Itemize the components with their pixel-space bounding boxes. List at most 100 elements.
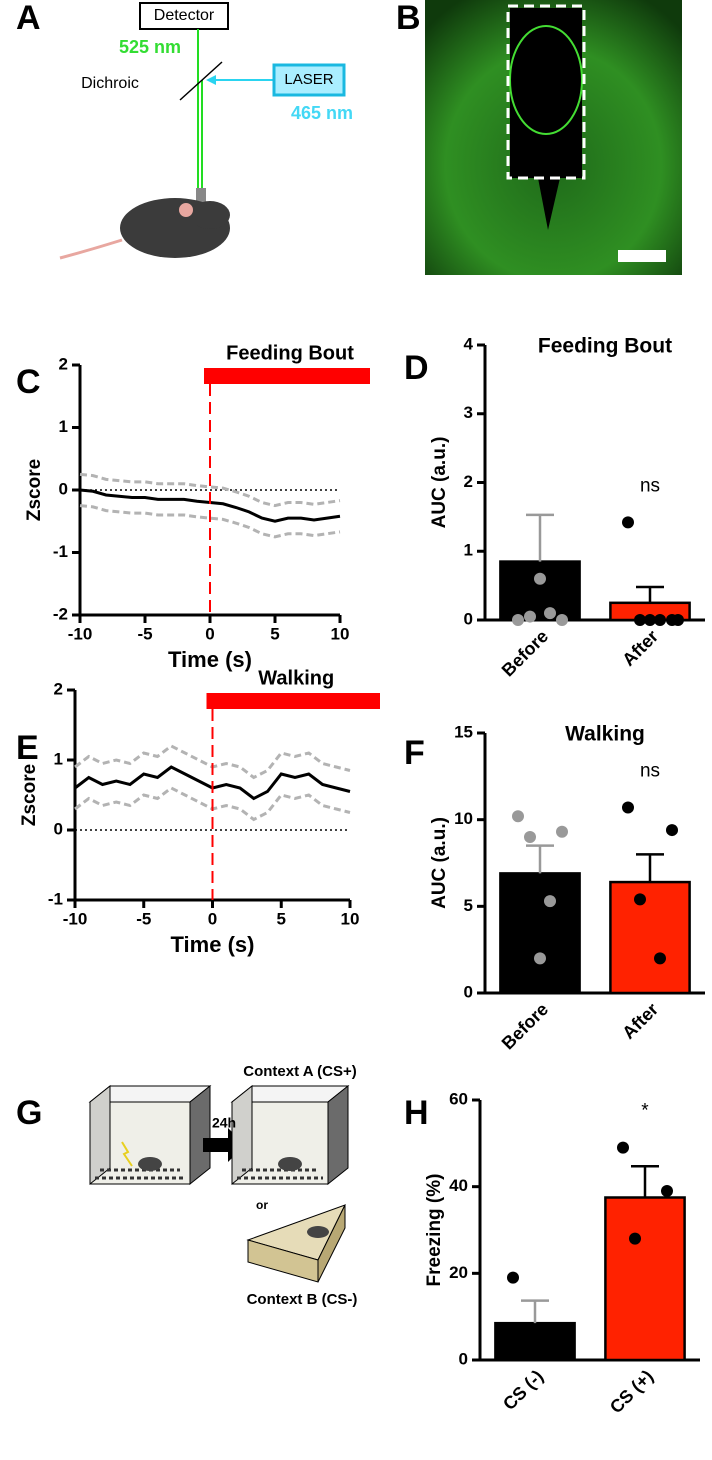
data-point [507,1271,519,1284]
mouse2 [278,1157,302,1171]
y-tick-label: 0 [54,819,63,838]
annotation: * [641,1101,649,1122]
bar [604,1196,686,1362]
x-tick-label: -10 [63,909,88,928]
data-point [629,1232,641,1245]
event-bar [206,693,380,709]
bar [494,1321,576,1362]
data-point [654,952,666,965]
y-tick-label: 3 [464,403,473,422]
y-tick-label: 2 [54,679,63,698]
y-tick-label: 1 [59,417,68,436]
panel-label: F [404,734,425,772]
x-axis-label: Time (s) [171,932,255,957]
panel-label: A [16,0,41,37]
y-tick-label: 5 [464,896,473,915]
data-point [672,614,684,626]
sem-band [79,504,341,539]
dichroic-mirror [179,61,223,101]
box1-side [189,1084,211,1186]
x-axis-label: Time (s) [168,647,252,672]
x-tick-label: CS (-) [499,1366,547,1414]
detector-box [139,2,229,30]
scale-bar [618,250,666,262]
error-bar [526,844,554,874]
fiber-tip [509,25,583,135]
x-tick-label: 10 [341,909,360,928]
grid-floor [95,1168,185,1180]
y-tick-label: 0 [464,609,473,628]
detector-label: Detector [154,7,215,24]
data-point [634,893,646,906]
context-b-label: Context B (CS-) [247,1291,358,1308]
y-tick-label: 20 [449,1263,468,1282]
panel-label: D [404,349,429,387]
annotation: ns [640,475,660,496]
y-tick-label: 2 [464,472,473,491]
data-point [524,831,536,843]
mouse-tail [59,238,123,260]
x-tick-label: Before [498,999,552,1053]
box2-wall [231,1084,253,1186]
implant [196,188,206,204]
data-point [512,810,524,823]
mouse-head [190,201,230,229]
data-point [544,895,556,908]
x-tick-label: 5 [277,909,286,928]
y-tick-label: -1 [53,542,68,561]
y-axis-label: AUC (a.u.) [429,437,450,529]
dichroic-label: Dichroic [81,75,139,92]
panel-label: H [404,1094,429,1132]
data-point [622,801,634,814]
data-point [666,824,678,837]
y-tick-label: -2 [53,604,68,623]
event-bar [204,368,370,384]
data-point [534,952,546,965]
panel-label: B [396,0,421,37]
mouse1 [138,1157,162,1171]
x-tick-label: 10 [331,624,350,643]
y-tick-label: -1 [48,889,63,908]
data-point [556,614,568,626]
mouse-ear [177,201,195,219]
bar [499,560,581,622]
shock [121,1141,133,1167]
x-tick-label: -5 [136,909,151,928]
error-bar [636,853,664,883]
panel-label: G [16,1094,42,1132]
box2-side [327,1084,349,1186]
chart-title: Feeding Bout [538,335,672,358]
laser-arrow [206,75,216,85]
annotation: ns [640,761,660,782]
data-point [634,614,646,626]
or-label: or [256,1198,268,1212]
chart-title: Walking [565,723,645,746]
laser-label: LASER [284,71,333,88]
excitation-label: 465 nm [291,103,353,123]
error-bar [521,1299,549,1324]
x-tick-label: 5 [270,624,279,643]
y-axis-label: Freezing (%) [424,1174,445,1287]
data-point [534,572,546,585]
x-tick-label: Before [498,626,552,680]
fiber-track [510,8,582,230]
y-axis-label: Zscore [24,459,45,521]
data-point [654,614,666,626]
y-tick-label: 40 [449,1176,468,1195]
y-tick-label: 4 [464,334,474,353]
x-tick-label: CS (+) [606,1366,657,1417]
x-tick-label: 0 [208,909,217,928]
y-axis-label: AUC (a.u.) [429,817,450,909]
error-bar [631,1165,659,1198]
x-tick-label: -5 [137,624,152,643]
laser-box [272,63,346,97]
y-tick-label: 15 [454,722,473,741]
triangle-side [317,1204,346,1283]
delay-label: 24h [212,1115,236,1131]
data-point [622,516,634,529]
chart-title: Walking [258,667,334,689]
grid-floor [237,1168,323,1180]
histology-image [425,0,682,275]
chart-title: Feeding Bout [226,342,354,364]
x-tick-label: -10 [68,624,93,643]
